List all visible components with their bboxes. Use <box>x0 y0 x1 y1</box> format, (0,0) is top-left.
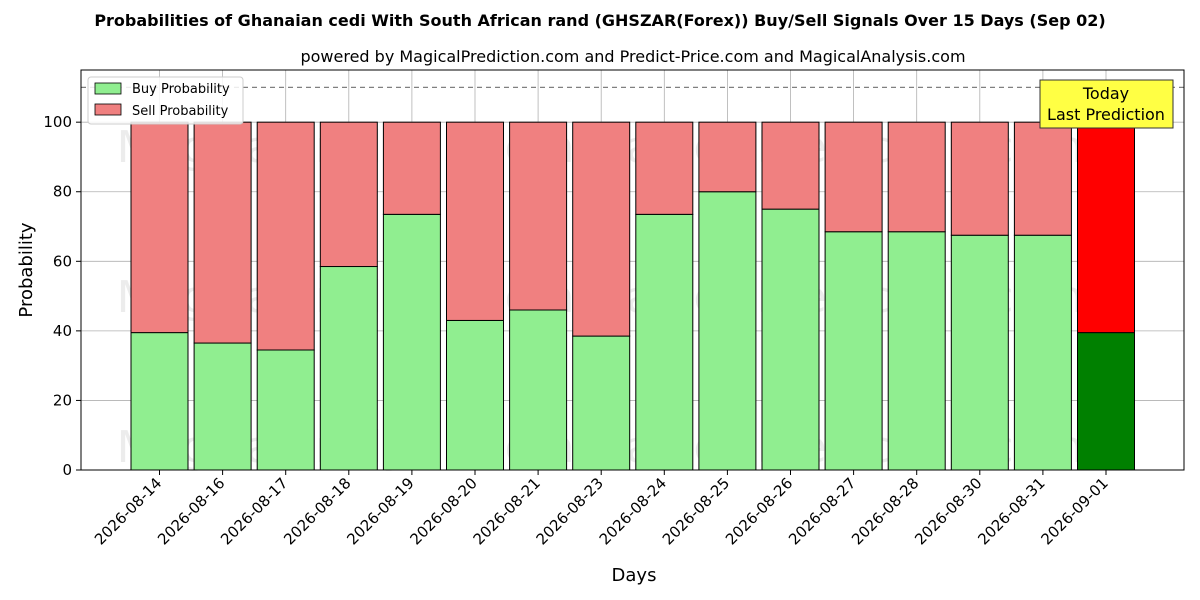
sell-bar <box>950 121 1009 236</box>
buy-bar <box>698 191 757 471</box>
buy-bar <box>950 234 1009 471</box>
buy-bar <box>1013 234 1072 471</box>
sell-bar <box>319 121 378 268</box>
annotation-box <box>1039 79 1174 129</box>
x-tick-label: 2026-08-14 <box>91 474 165 548</box>
x-tick-label: 2026-08-21 <box>470 474 544 548</box>
sell-bar <box>572 121 631 337</box>
sell-bar <box>698 121 757 193</box>
x-tick-label: 2026-08-20 <box>406 474 480 548</box>
buy-bar <box>319 266 378 471</box>
buy-bar <box>509 309 568 471</box>
axes-frame <box>80 69 1185 471</box>
x-tick-label: 2026-09-01 <box>1037 474 1111 548</box>
y-tick-label: 20 <box>53 391 72 409</box>
legend-sell-label: Sell Probability <box>132 104 229 119</box>
buy-bar <box>572 335 631 471</box>
sell-bar <box>1013 121 1072 236</box>
sell-bar <box>130 121 189 334</box>
today-annotation: Today Last Prediction <box>1039 79 1174 129</box>
sell-bar <box>193 121 252 344</box>
buy-bar <box>824 231 883 471</box>
sell-bar <box>761 121 820 210</box>
y-tick-label: 40 <box>53 322 72 340</box>
sell-bar <box>382 121 441 215</box>
x-axis-label: Days <box>612 565 657 586</box>
buy-bar <box>887 231 946 471</box>
buy-bar <box>446 319 504 471</box>
annotation-line-1: Today <box>1082 84 1129 103</box>
x-tick-label: 2026-08-25 <box>659 474 733 548</box>
x-tick-label: 2026-08-16 <box>154 474 228 548</box>
buy-bar <box>256 349 315 471</box>
legend-box <box>87 76 244 125</box>
buy-bar <box>193 342 252 471</box>
x-tick-label: 2026-08-18 <box>280 474 354 548</box>
y-tick-label: 60 <box>53 252 72 270</box>
x-tick-label: 2026-08-28 <box>848 474 922 548</box>
x-tick-label: 2026-08-24 <box>596 474 670 548</box>
y-tick-label: 0 <box>62 461 72 479</box>
sell-bar <box>509 121 568 311</box>
x-ticks: 2026-08-142026-08-162026-08-172026-08-18… <box>91 470 1112 548</box>
legend-buy-label: Buy Probability <box>132 82 230 97</box>
legend-buy-swatch <box>94 82 122 95</box>
legend-sell-swatch <box>94 103 122 116</box>
chart-title: Probabilities of Ghanaian cedi With Sout… <box>94 11 1105 30</box>
y-tick-label: 100 <box>43 113 72 131</box>
legend: Buy Probability Sell Probability <box>87 76 244 125</box>
x-tick-label: 2026-08-30 <box>911 474 985 548</box>
x-tick-label: 2026-08-31 <box>974 474 1048 548</box>
chart-subtitle: powered by MagicalPrediction.com and Pre… <box>300 47 965 66</box>
annotation-line-2: Last Prediction <box>1047 105 1165 124</box>
sell-bar <box>446 121 504 321</box>
x-tick-label: 2026-08-26 <box>722 474 796 548</box>
x-tick-label: 2026-08-17 <box>217 474 291 548</box>
x-tick-label: 2026-08-27 <box>785 474 859 548</box>
sell-bar <box>887 121 946 233</box>
y-ticks: 0 20 40 60 80 100 <box>43 113 81 479</box>
buy-bar <box>382 213 441 471</box>
x-tick-label: 2026-08-19 <box>343 474 417 548</box>
sell-bar <box>635 121 694 215</box>
y-tick-label: 80 <box>53 183 72 201</box>
y-axis-label: Probability <box>16 222 37 317</box>
sell-bar <box>824 121 883 233</box>
x-tick-label: 2026-08-23 <box>533 474 607 548</box>
buy-bar <box>1077 332 1135 471</box>
buy-bar <box>761 208 820 471</box>
sell-bar <box>256 121 315 351</box>
buy-bar <box>130 332 189 471</box>
bars-layer <box>130 121 1135 471</box>
buy-bar <box>635 213 694 471</box>
sell-bar <box>1077 121 1135 334</box>
